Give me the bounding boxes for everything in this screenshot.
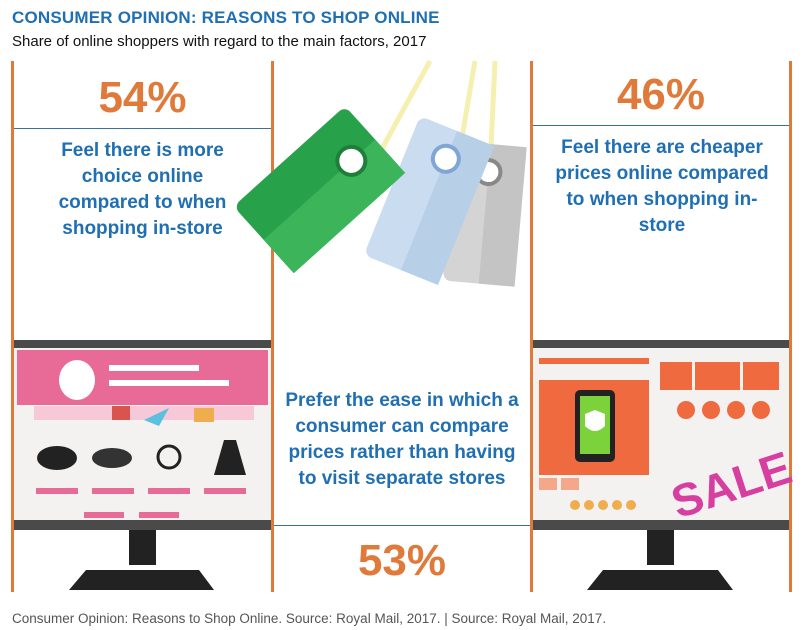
value-label-cheaper: 46%	[616, 70, 706, 119]
divider-left	[11, 61, 14, 592]
dress-icon	[59, 360, 95, 400]
page-title: CONSUMER OPINION: REASONS TO SHOP ONLINE	[12, 8, 440, 27]
separator-mid	[274, 525, 530, 526]
tag-blue	[366, 118, 495, 286]
infographic-frame	[11, 61, 792, 592]
separator-right	[533, 125, 789, 126]
value-label-choice: 54%	[98, 73, 187, 122]
tag-green	[236, 109, 406, 274]
tag-string	[375, 59, 433, 158]
divider-right	[789, 61, 792, 592]
page-subtitle: Share of online shoppers with regard to …	[12, 33, 427, 50]
hat-icon	[92, 448, 132, 468]
category-label-cheaper: Feel there are cheaper prices online com…	[555, 137, 769, 236]
divider-mid-left	[271, 61, 274, 592]
value-label-compare: 53%	[357, 536, 447, 585]
separator-left	[14, 128, 271, 129]
online-fashion-store-monitor-illustration	[14, 340, 271, 590]
shoe-icon	[37, 446, 77, 470]
paper-plane-icon	[144, 408, 169, 426]
watch-icon	[156, 444, 182, 470]
category-label-choice: Feel there is more choice online compare…	[58, 140, 227, 239]
dress-black-icon	[214, 440, 246, 475]
source-footer: Consumer Opinion: Reasons to Shop Online…	[12, 611, 607, 626]
category-label-compare: Prefer the ease in which a consumer can …	[285, 390, 519, 489]
online-sale-store-monitor-illustration: SALE	[533, 340, 798, 590]
shield-icon	[585, 410, 605, 431]
divider-mid-right	[530, 61, 533, 592]
price-tags-illustration	[236, 59, 527, 287]
rating-stars	[570, 500, 636, 510]
